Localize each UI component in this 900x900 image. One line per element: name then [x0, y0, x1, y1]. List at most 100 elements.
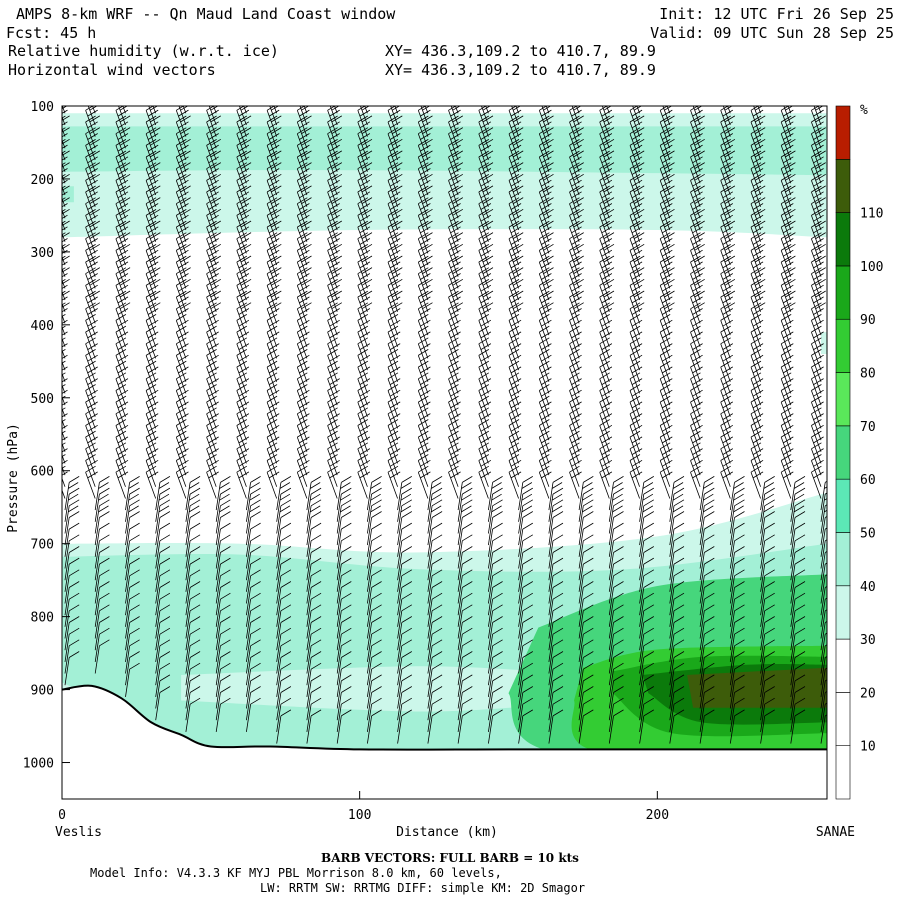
wind-barb: [790, 674, 806, 709]
wind-barb: [508, 267, 524, 301]
wind-barb: [155, 674, 171, 709]
wind-barb: [538, 267, 554, 301]
wind-barb: [599, 139, 615, 172]
wind-barb: [327, 127, 343, 161]
wind-barb: [115, 360, 129, 394]
wind-barb: [185, 487, 201, 522]
wind-barb: [296, 395, 310, 429]
wind-barb: [125, 592, 140, 627]
wind-barb: [760, 686, 775, 721]
wind-barb: [780, 407, 794, 441]
wind-barb: [155, 499, 171, 534]
wind-barb: [64, 616, 80, 651]
terrain-fill: [62, 685, 827, 799]
wind-barb: [236, 337, 250, 371]
wind-barb: [236, 244, 252, 277]
wind-barb: [780, 419, 794, 452]
wind-barb: [387, 209, 403, 242]
wind-barb: [750, 127, 766, 161]
wind-barb: [206, 302, 219, 336]
wind-barb: [569, 185, 584, 219]
wind-barb: [427, 499, 443, 534]
wind-barb: [457, 546, 473, 581]
wind-barb: [750, 209, 766, 242]
wind-barb: [276, 499, 292, 534]
wind-barb: [329, 106, 340, 126]
wind-barb: [276, 581, 292, 616]
wind-barb: [306, 546, 322, 581]
wind-barb: [155, 639, 171, 674]
wind-barb: [206, 162, 222, 196]
wind-barb: [629, 185, 645, 219]
wind-barb: [175, 209, 191, 242]
wind-barb: [427, 627, 443, 662]
wind-barb: [569, 384, 582, 417]
wind-barb: [608, 476, 624, 511]
wind-barb: [236, 209, 252, 242]
wind-barb: [629, 197, 645, 231]
wind-barb: [185, 604, 201, 639]
wind-barb: [206, 454, 219, 487]
wind-barb: [690, 106, 705, 137]
wind-barb: [629, 106, 645, 137]
wind-barb: [569, 395, 582, 429]
wind-barb: [427, 686, 443, 721]
wind-barb: [599, 267, 615, 301]
wind-barb: [518, 546, 534, 581]
wind-barb: [387, 395, 401, 429]
wind-barb: [206, 209, 222, 242]
wind-barb: [327, 174, 343, 207]
wind-barb: [569, 115, 584, 149]
wind-barb: [327, 290, 343, 324]
wind-barb: [690, 185, 705, 219]
wind-barb: [417, 395, 431, 429]
wind-barb: [246, 476, 261, 511]
wind-barb: [780, 372, 794, 406]
wind-barb: [85, 372, 98, 406]
wind-barb: [417, 454, 431, 487]
wind-barb: [336, 697, 352, 732]
wind-barb: [417, 337, 431, 371]
y-tick-label: 200: [31, 173, 54, 188]
init-time: Init: 12 UTC Fri 26 Sep 25: [659, 5, 894, 23]
wind-barb: [417, 372, 431, 406]
wind-barb: [478, 384, 492, 417]
wind-barb: [629, 302, 643, 336]
wind-barb: [720, 337, 734, 371]
wind-barb: [508, 185, 524, 219]
wind-barb: [760, 592, 775, 627]
wind-barb: [145, 267, 161, 301]
wind-barb: [518, 686, 534, 721]
wind-barb: [64, 627, 80, 662]
wind-barb: [780, 174, 796, 207]
wind-barb: [478, 349, 492, 382]
wind-barb: [357, 139, 373, 172]
wind-barb: [427, 534, 443, 569]
wind-barb: [236, 127, 252, 161]
wind-barb: [669, 546, 685, 581]
wind-barb: [327, 337, 340, 371]
wind-barb: [750, 325, 764, 359]
wind-barb: [608, 662, 624, 697]
wind-barb: [367, 686, 382, 721]
wind-barb: [518, 639, 534, 674]
wind-barb: [417, 302, 431, 336]
wind-barb: [538, 325, 552, 359]
wind-barb: [599, 106, 615, 137]
wind-barb: [599, 220, 615, 254]
wind-barb: [659, 349, 673, 382]
wind-barb: [215, 686, 231, 721]
wind-barb: [427, 662, 443, 697]
wind-barb: [448, 209, 464, 242]
wind-barb: [569, 337, 582, 371]
wind-barb: [64, 511, 80, 546]
wind-barb: [266, 419, 280, 452]
wind-barb: [145, 442, 159, 476]
wind-barb: [115, 279, 131, 312]
wind-barb: [720, 197, 736, 231]
wind-barb: [115, 255, 131, 289]
wind-barb: [336, 581, 352, 616]
wind-barb: [669, 476, 685, 511]
wind-barb: [125, 522, 140, 557]
wind-barb: [780, 430, 794, 464]
